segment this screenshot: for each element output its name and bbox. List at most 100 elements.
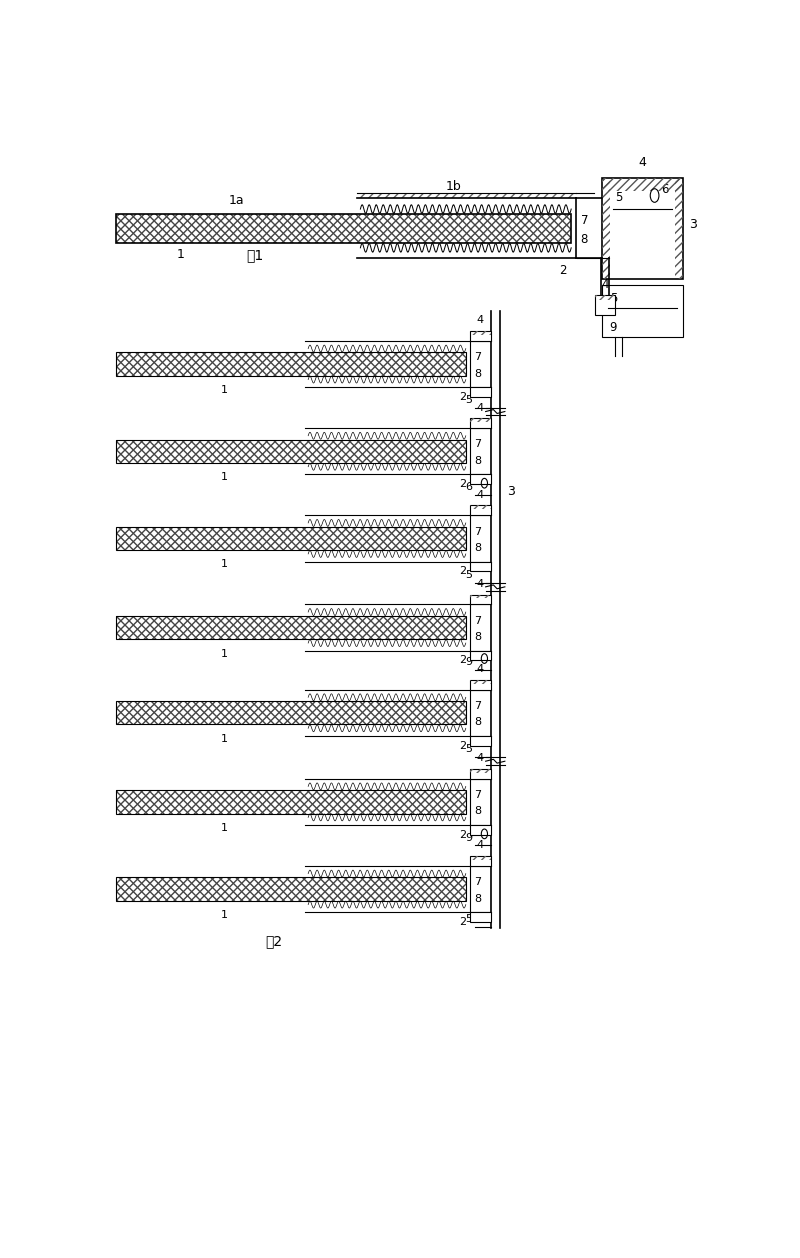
Bar [470, 595, 490, 599]
Bar [115, 527, 466, 550]
Text: 5: 5 [610, 292, 617, 306]
Text: 5: 5 [465, 395, 472, 405]
Text: 7: 7 [474, 615, 481, 625]
Bar [115, 878, 466, 901]
Text: 2: 2 [559, 264, 567, 277]
Text: 2: 2 [459, 741, 466, 751]
Text: 2: 2 [459, 655, 466, 665]
Bar [470, 595, 490, 604]
Text: 4: 4 [477, 403, 484, 413]
Bar [595, 296, 615, 301]
Bar [470, 331, 490, 335]
Bar [115, 790, 466, 814]
Bar [115, 439, 466, 463]
Bar [470, 912, 490, 922]
Bar [602, 179, 682, 279]
Text: 7: 7 [581, 214, 588, 226]
Bar [595, 296, 615, 314]
Bar [115, 616, 466, 639]
Text: 4: 4 [477, 579, 484, 589]
Text: 1a: 1a [229, 194, 244, 208]
Bar [470, 561, 490, 571]
Bar [115, 527, 466, 550]
Bar [470, 506, 490, 516]
Text: 8: 8 [474, 893, 481, 903]
Bar [470, 769, 490, 779]
Bar [470, 419, 490, 428]
Bar [470, 857, 490, 866]
Text: 2: 2 [459, 917, 466, 927]
Text: 4: 4 [477, 664, 484, 674]
Bar [470, 506, 490, 509]
Bar [115, 701, 466, 725]
Text: 9: 9 [465, 658, 472, 667]
Bar [115, 878, 466, 901]
Bar [115, 352, 466, 376]
Bar [470, 331, 490, 341]
Text: 4: 4 [477, 754, 484, 764]
Text: 2: 2 [459, 830, 466, 840]
Text: 9: 9 [598, 302, 606, 314]
Bar [115, 701, 466, 725]
Text: 5: 5 [465, 570, 472, 580]
Bar [115, 616, 466, 639]
Bar [115, 701, 466, 725]
Bar [115, 439, 466, 463]
Text: 1b: 1b [446, 180, 462, 192]
Bar [115, 527, 466, 550]
Text: 8: 8 [474, 543, 481, 554]
Text: 4: 4 [638, 156, 646, 170]
Text: 7: 7 [474, 527, 481, 537]
Text: 9: 9 [465, 833, 472, 843]
Text: 1: 1 [221, 560, 227, 570]
Text: 9: 9 [610, 321, 617, 335]
Bar [470, 857, 490, 860]
Text: 7: 7 [474, 439, 481, 449]
Bar [115, 790, 466, 814]
Text: 8: 8 [474, 806, 481, 816]
Text: 1: 1 [221, 472, 227, 482]
Bar [602, 179, 682, 191]
Text: 4: 4 [477, 316, 484, 326]
Bar [115, 790, 466, 814]
Text: 1: 1 [221, 649, 227, 659]
Text: 8: 8 [474, 455, 481, 465]
Bar [602, 284, 682, 337]
Text: 2: 2 [459, 566, 466, 576]
Text: 8: 8 [474, 632, 481, 642]
Text: 5: 5 [465, 745, 472, 755]
Bar [470, 769, 490, 772]
Bar [470, 679, 490, 683]
Text: 1: 1 [221, 733, 227, 743]
Bar [358, 192, 575, 199]
Text: 8: 8 [474, 717, 481, 727]
Bar [115, 352, 466, 376]
Bar [470, 387, 490, 398]
Text: 7: 7 [474, 352, 481, 362]
Text: 2: 2 [459, 392, 466, 401]
Text: 图2: 图2 [265, 935, 282, 949]
Text: 4: 4 [602, 278, 609, 291]
Bar [115, 214, 571, 243]
Text: 5: 5 [465, 915, 472, 925]
Text: 1: 1 [221, 385, 227, 395]
Text: 3: 3 [507, 484, 515, 498]
Bar [470, 679, 490, 689]
Bar [470, 825, 490, 835]
Bar [115, 439, 466, 463]
Text: 1: 1 [221, 823, 227, 833]
Bar [115, 214, 571, 243]
Bar [115, 214, 571, 243]
Text: 1: 1 [221, 910, 227, 920]
Text: 5: 5 [615, 191, 622, 204]
Text: 1: 1 [177, 248, 185, 260]
Text: 4: 4 [477, 840, 484, 850]
Bar [470, 736, 490, 746]
Bar [115, 616, 466, 639]
Bar [470, 419, 490, 423]
Text: 6: 6 [661, 182, 668, 195]
Text: 8: 8 [581, 233, 588, 247]
Text: 7: 7 [474, 790, 481, 800]
Text: 4: 4 [477, 489, 484, 499]
Bar [602, 179, 610, 279]
